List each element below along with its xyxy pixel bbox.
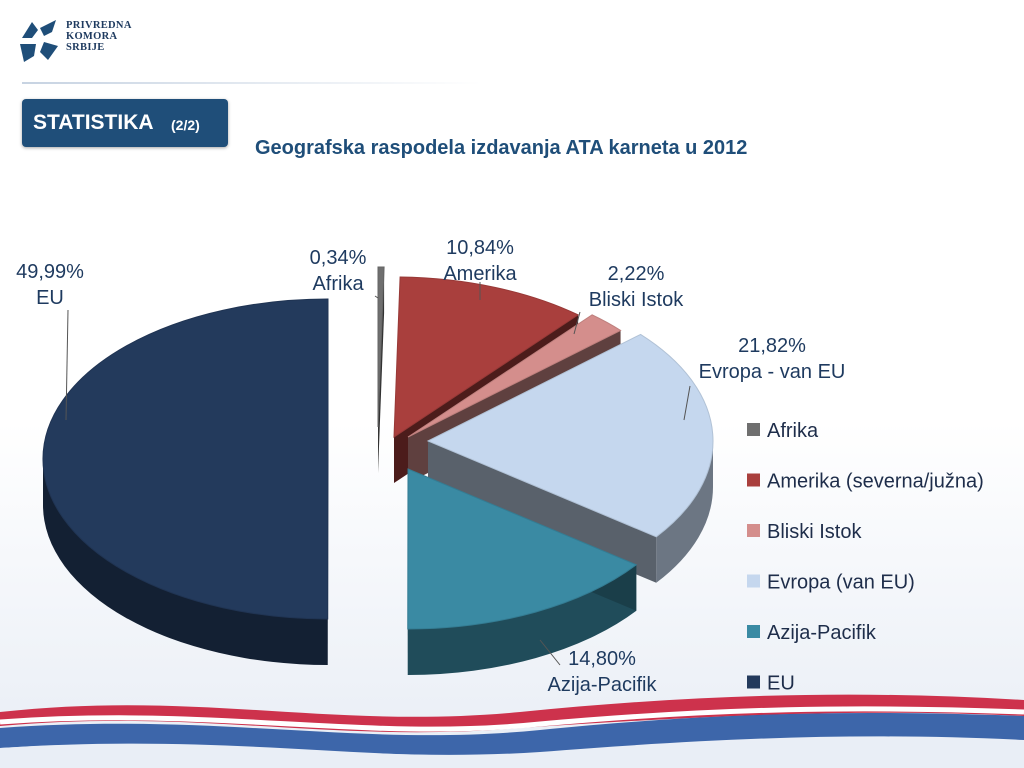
legend-label-2: Bliski Istok — [767, 521, 862, 543]
data-label-cat-0: Afrika — [312, 273, 364, 295]
data-label-pct-4: 14,80% — [568, 648, 636, 670]
legend-swatch-1 — [747, 473, 760, 487]
legend-label-1: Amerika (severna/južna) — [767, 471, 984, 493]
slice-side-5 — [43, 459, 328, 665]
leader-line-4 — [539, 639, 561, 666]
slice-side-4 — [407, 564, 637, 675]
data-label-pct-3: 21,82% — [738, 335, 806, 357]
legend-label-5: EU — [767, 673, 795, 695]
chart-title: Geografska raspodela izdavanja ATA karne… — [255, 137, 748, 159]
slice-2 — [407, 314, 622, 438]
legend-swatch-3 — [747, 574, 760, 588]
slice-side-3 — [656, 441, 713, 583]
leader-line-3 — [683, 385, 691, 421]
legend-swatch-4 — [747, 625, 760, 638]
slice-5 — [42, 298, 329, 620]
section-badge-title: STATISTIKA — [33, 111, 154, 134]
data-label-cat-1: Amerika — [443, 263, 517, 285]
slice-4 — [407, 468, 638, 630]
org-name: PRIVREDNA KOMORA SRBIJE — [66, 20, 132, 53]
org-name-line3: SRBIJE — [66, 42, 105, 53]
data-label-pct-5: 49,99% — [16, 261, 84, 283]
chamber-logo-icon — [20, 20, 58, 62]
leader-line-0 — [374, 295, 379, 299]
legend-swatch-5 — [747, 675, 760, 689]
org-name-line1: PRIVREDNA — [66, 20, 132, 31]
legend-swatch-0 — [747, 423, 760, 436]
header-divider — [22, 82, 482, 84]
data-label-pct-2: 2,22% — [608, 263, 665, 285]
slice-1 — [393, 276, 580, 438]
legend-label-0: Afrika — [767, 420, 819, 442]
section-badge: STATISTIKA (2/2) — [22, 99, 228, 147]
slice-0 — [377, 266, 385, 428]
data-label-pct-1: 10,84% — [446, 237, 514, 259]
data-label-cat-3: Evropa - van EU — [699, 361, 846, 383]
legend-label-3: Evropa (van EU) — [767, 572, 915, 594]
legend-label-4: Azija-Pacifik — [767, 622, 877, 644]
data-label-cat-4: Azija-Pacifik — [548, 674, 658, 696]
data-label-cat-5: EU — [36, 287, 64, 309]
leader-line-2 — [573, 311, 581, 335]
leader-line-5 — [65, 309, 69, 421]
legend-swatch-2 — [747, 524, 760, 537]
section-badge-page: (2/2) — [171, 117, 200, 133]
data-label-pct-0: 0,34% — [310, 247, 367, 269]
slice-edge-3 — [428, 441, 657, 583]
slice-3 — [426, 333, 714, 538]
org-name-line2: KOMORA — [66, 31, 118, 42]
data-label-cat-2: Bliski Istok — [589, 289, 684, 311]
